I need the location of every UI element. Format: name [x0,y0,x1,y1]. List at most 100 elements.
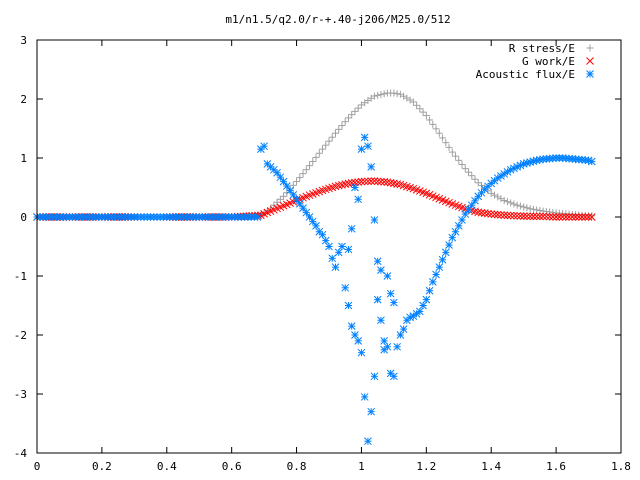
data-point [308,217,317,226]
data-point [341,118,349,126]
series-1 [33,89,596,221]
data-point [373,295,382,304]
data-point [400,92,408,100]
data-point [315,187,324,196]
data-point [282,182,291,190]
data-point [175,213,184,221]
data-point [305,213,314,221]
data-point [497,195,505,203]
data-point [419,301,427,310]
data-point [331,129,339,137]
data-point [494,193,502,201]
data-point [516,161,525,170]
data-point [335,125,343,133]
data-point [143,213,152,221]
data-point [341,180,350,188]
data-point [432,270,440,279]
data-point [357,177,366,186]
data-point [393,90,401,98]
data-point [458,203,466,212]
data-point [387,89,395,97]
data-point [338,122,346,130]
data-point [78,213,87,221]
data-point [273,198,281,206]
data-point [439,134,447,142]
data-point [319,145,327,153]
data-point [399,325,408,333]
data-point [571,213,580,221]
data-point [529,212,538,221]
x-tick-label: 0.2 [92,460,112,473]
data-point [390,372,398,381]
data-point [383,178,392,187]
data-point [46,213,54,221]
data-point [454,221,463,230]
data-point [299,204,307,213]
data-point [503,198,511,206]
data-point [555,213,564,221]
data-point [555,154,564,162]
data-point [127,213,135,221]
data-point [506,211,515,220]
data-point [426,116,434,124]
data-point [471,207,479,216]
data-point [347,179,356,187]
data-point [367,177,376,186]
data-point [428,278,437,286]
data-point [587,157,596,166]
data-point [565,213,573,221]
y-tick-label: 1 [20,152,27,165]
data-point [536,155,544,164]
data-point [348,111,356,119]
data-point [306,162,314,170]
data-point [302,166,310,174]
data-point [360,177,369,186]
data-point [448,148,456,156]
data-point [500,196,508,204]
data-point [344,245,353,254]
data-point [347,322,356,331]
data-point [260,142,268,151]
legend-marker [586,44,594,52]
data-point [386,289,395,298]
data-point [461,165,469,173]
data-point [510,164,518,173]
data-point [503,211,512,220]
data-point [354,178,363,186]
x-tick-label: 1.6 [546,460,566,473]
x-tick-label: 0 [34,460,41,473]
data-point [519,212,528,220]
data-point [574,213,583,221]
data-point [441,248,450,257]
data-point [438,255,447,264]
data-point [344,114,352,122]
data-point [296,174,304,182]
data-point [422,295,431,304]
data-point [568,213,577,221]
data-point [351,183,359,192]
data-point [500,211,509,220]
data-point [111,213,119,221]
data-point [471,196,479,205]
data-point [419,188,427,197]
data-point [276,195,284,203]
x-tick-label: 1.4 [481,460,501,473]
data-point [510,200,518,208]
data-point [208,213,217,221]
data-point [536,212,544,221]
data-point [322,141,330,149]
data-point [367,94,375,102]
data-point [413,101,421,109]
chart-title: m1/n1.5/q2.0/r-+.40-j206/M25.0/512 [225,13,450,26]
x-tick-label: 1.8 [611,460,631,473]
data-point [516,202,524,210]
data-point [416,105,424,113]
data-point [480,209,489,218]
data-point [477,208,486,217]
data-point [269,165,278,174]
data-point [513,211,522,220]
data-point [532,212,541,221]
data-point [581,156,590,164]
